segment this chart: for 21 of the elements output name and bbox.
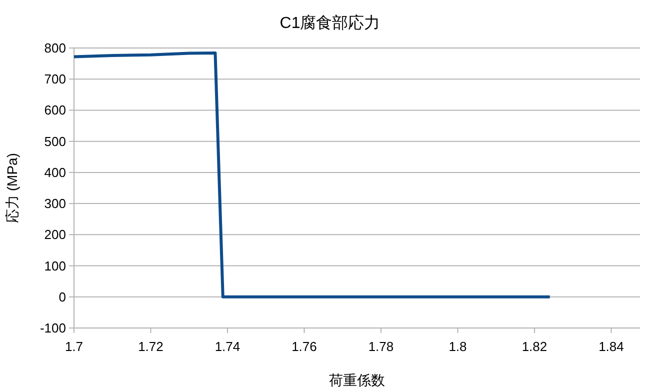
x-tick-label: 1.74 <box>214 339 240 354</box>
x-tick-label: 1.72 <box>138 339 164 354</box>
x-tick-label: 1.7 <box>64 339 84 354</box>
y-tick-label: 800 <box>44 40 66 56</box>
x-tick-label: 1.78 <box>368 339 394 354</box>
y-tick-label: 0 <box>58 289 66 304</box>
y-tick-label: 500 <box>44 134 66 149</box>
x-tick-label: 1.84 <box>598 339 624 354</box>
y-tick-label: 700 <box>44 72 66 87</box>
y-tick-label: 400 <box>44 164 66 180</box>
x-axis-title: 荷重係数 <box>329 372 385 388</box>
y-tick-label: 300 <box>44 196 66 212</box>
y-tick-label: 100 <box>44 258 66 274</box>
x-tick-label: 1.82 <box>522 339 548 354</box>
y-tick-label: 200 <box>44 227 66 242</box>
x-tick-label: 1.76 <box>292 339 317 354</box>
y-tick-label: 600 <box>44 102 66 118</box>
y-tick-label: -100 <box>40 320 66 336</box>
x-tick-label: 1.8 <box>448 339 467 354</box>
chart-title: C1腐食部応力 <box>280 14 380 32</box>
y-axis-title: 応力 (MPa) <box>4 153 20 223</box>
